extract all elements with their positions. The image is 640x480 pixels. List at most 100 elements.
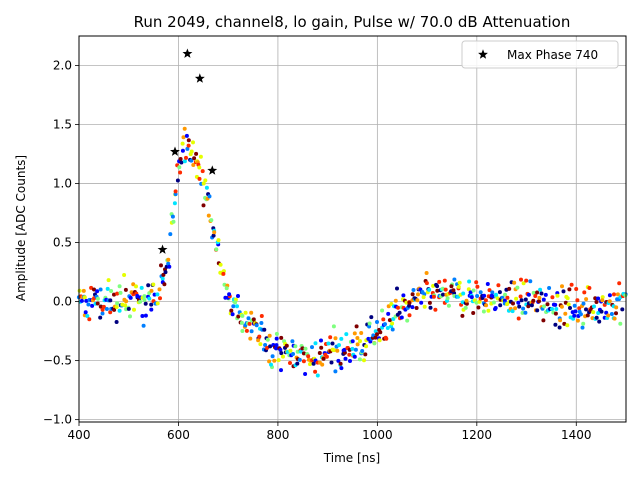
sample-point bbox=[553, 311, 558, 316]
sample-point bbox=[373, 335, 378, 340]
sample-point bbox=[474, 280, 479, 285]
sample-point bbox=[519, 298, 524, 303]
sample-point bbox=[547, 286, 552, 290]
sample-point bbox=[538, 287, 543, 292]
x-tick-label: 1200 bbox=[462, 428, 493, 442]
chart-title: Run 2049, channel8, lo gain, Pulse w/ 70… bbox=[134, 13, 571, 31]
sample-point bbox=[198, 154, 203, 159]
y-tick-label: 0.0 bbox=[53, 295, 72, 309]
x-tick-label: 1400 bbox=[561, 428, 592, 442]
sample-point bbox=[537, 299, 541, 304]
sample-point bbox=[194, 151, 199, 156]
sample-point bbox=[533, 294, 538, 298]
sample-point bbox=[581, 321, 586, 326]
sample-point bbox=[301, 359, 306, 364]
sample-point bbox=[411, 288, 416, 292]
sample-point bbox=[279, 335, 284, 340]
sample-point bbox=[151, 282, 156, 287]
sample-point bbox=[182, 126, 187, 131]
sample-point bbox=[452, 277, 457, 282]
sample-point bbox=[476, 305, 481, 310]
sample-point bbox=[477, 299, 482, 304]
sample-point bbox=[410, 305, 415, 310]
sample-point bbox=[114, 305, 119, 309]
y-axis-ticks: −1.0 −0.5 0.0 0.5 1.0 1.5 2.0 bbox=[43, 59, 79, 427]
sample-point bbox=[279, 368, 283, 373]
sample-point bbox=[515, 285, 520, 290]
sample-point bbox=[249, 310, 254, 315]
sample-point bbox=[566, 302, 571, 307]
sample-point bbox=[416, 292, 420, 297]
sample-point bbox=[387, 318, 392, 323]
sample-point bbox=[115, 301, 120, 306]
sample-point bbox=[160, 276, 165, 281]
y-tick-label: 1.5 bbox=[53, 118, 72, 132]
sample-point bbox=[332, 348, 336, 353]
sample-point bbox=[414, 306, 419, 310]
sample-point bbox=[179, 160, 184, 165]
sample-point bbox=[352, 354, 357, 359]
sample-point bbox=[114, 320, 119, 324]
sample-point bbox=[109, 289, 114, 293]
sample-point bbox=[201, 181, 206, 186]
sample-point bbox=[128, 314, 132, 319]
sample-point bbox=[597, 319, 602, 324]
sample-point bbox=[95, 301, 100, 306]
sample-point bbox=[523, 297, 528, 302]
sample-point bbox=[274, 336, 279, 341]
sample-point bbox=[521, 281, 526, 286]
sample-point bbox=[230, 312, 235, 317]
sample-point bbox=[142, 294, 147, 299]
sample-point bbox=[339, 336, 344, 341]
sample-point bbox=[310, 345, 314, 350]
sample-point bbox=[618, 321, 623, 326]
sample-point bbox=[143, 313, 148, 318]
sample-point bbox=[83, 310, 88, 315]
sample-point bbox=[315, 373, 320, 378]
sample-point bbox=[178, 170, 183, 175]
sample-point bbox=[115, 291, 120, 296]
y-tick-label: −0.5 bbox=[43, 354, 72, 368]
sample-point bbox=[410, 292, 415, 297]
sample-point bbox=[359, 331, 364, 335]
sample-point bbox=[134, 284, 138, 289]
sample-point bbox=[184, 155, 188, 160]
sample-point bbox=[149, 302, 154, 307]
sample-point bbox=[445, 296, 450, 301]
sample-point bbox=[407, 313, 412, 318]
sample-point bbox=[594, 300, 599, 304]
sample-point bbox=[303, 346, 308, 351]
sample-point bbox=[451, 288, 456, 293]
max-phase-star bbox=[157, 244, 168, 254]
sample-point bbox=[191, 163, 196, 167]
sample-point bbox=[122, 273, 127, 277]
sample-point bbox=[567, 287, 572, 292]
sample-point bbox=[493, 307, 497, 312]
sample-point bbox=[112, 292, 116, 297]
sample-point bbox=[108, 298, 113, 303]
sample-point bbox=[600, 295, 605, 300]
sample-point bbox=[339, 366, 344, 371]
sample-point bbox=[553, 302, 558, 307]
sample-point bbox=[342, 347, 347, 352]
sample-point bbox=[321, 356, 326, 361]
sample-point bbox=[180, 141, 185, 146]
sample-point bbox=[390, 327, 395, 332]
sample-point bbox=[615, 292, 620, 297]
sample-point bbox=[146, 283, 151, 288]
sample-point bbox=[518, 294, 523, 299]
sample-point bbox=[259, 314, 264, 318]
sample-point bbox=[269, 362, 273, 367]
sample-point bbox=[623, 293, 628, 298]
sample-point bbox=[514, 296, 519, 301]
sample-point bbox=[348, 359, 352, 363]
sample-point bbox=[612, 292, 616, 297]
x-tick-label: 400 bbox=[68, 428, 91, 442]
sample-point bbox=[251, 317, 256, 322]
sample-point bbox=[571, 316, 576, 321]
sample-point bbox=[95, 289, 100, 294]
sample-point bbox=[433, 307, 438, 312]
sample-point bbox=[288, 361, 292, 365]
sample-point bbox=[104, 307, 109, 311]
sample-point bbox=[562, 321, 567, 326]
